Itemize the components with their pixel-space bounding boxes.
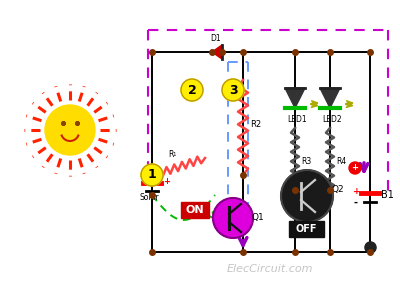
Text: LED1: LED1 [287,115,307,124]
Polygon shape [212,45,222,59]
Text: LED2: LED2 [322,115,342,124]
Circle shape [349,162,361,174]
Text: +: + [163,178,170,187]
FancyBboxPatch shape [289,221,324,237]
Circle shape [281,170,333,222]
Text: -: - [353,198,357,208]
Text: Q2: Q2 [331,185,344,194]
Circle shape [222,79,244,101]
Text: OFF: OFF [295,224,317,234]
Circle shape [141,164,163,186]
Circle shape [213,198,253,238]
Text: ElecCircuit.com: ElecCircuit.com [227,264,313,274]
Text: 1: 1 [148,168,156,181]
Text: R4: R4 [336,157,346,166]
Text: 2: 2 [188,84,196,96]
Text: D1: D1 [210,34,221,43]
Text: ON: ON [186,205,204,215]
Circle shape [181,79,203,101]
Polygon shape [285,88,305,108]
Text: B1: B1 [381,190,394,200]
Polygon shape [320,88,340,108]
FancyBboxPatch shape [181,202,209,218]
Text: R3: R3 [301,157,311,166]
Text: Q1: Q1 [251,213,264,222]
Text: R: R [168,150,173,159]
Text: +: + [353,187,361,195]
Text: Solar: Solar [140,193,160,202]
Circle shape [45,105,95,155]
Text: R2: R2 [250,120,261,129]
Text: 3: 3 [229,84,237,96]
Text: +: + [352,163,358,173]
Text: 1: 1 [172,152,176,157]
